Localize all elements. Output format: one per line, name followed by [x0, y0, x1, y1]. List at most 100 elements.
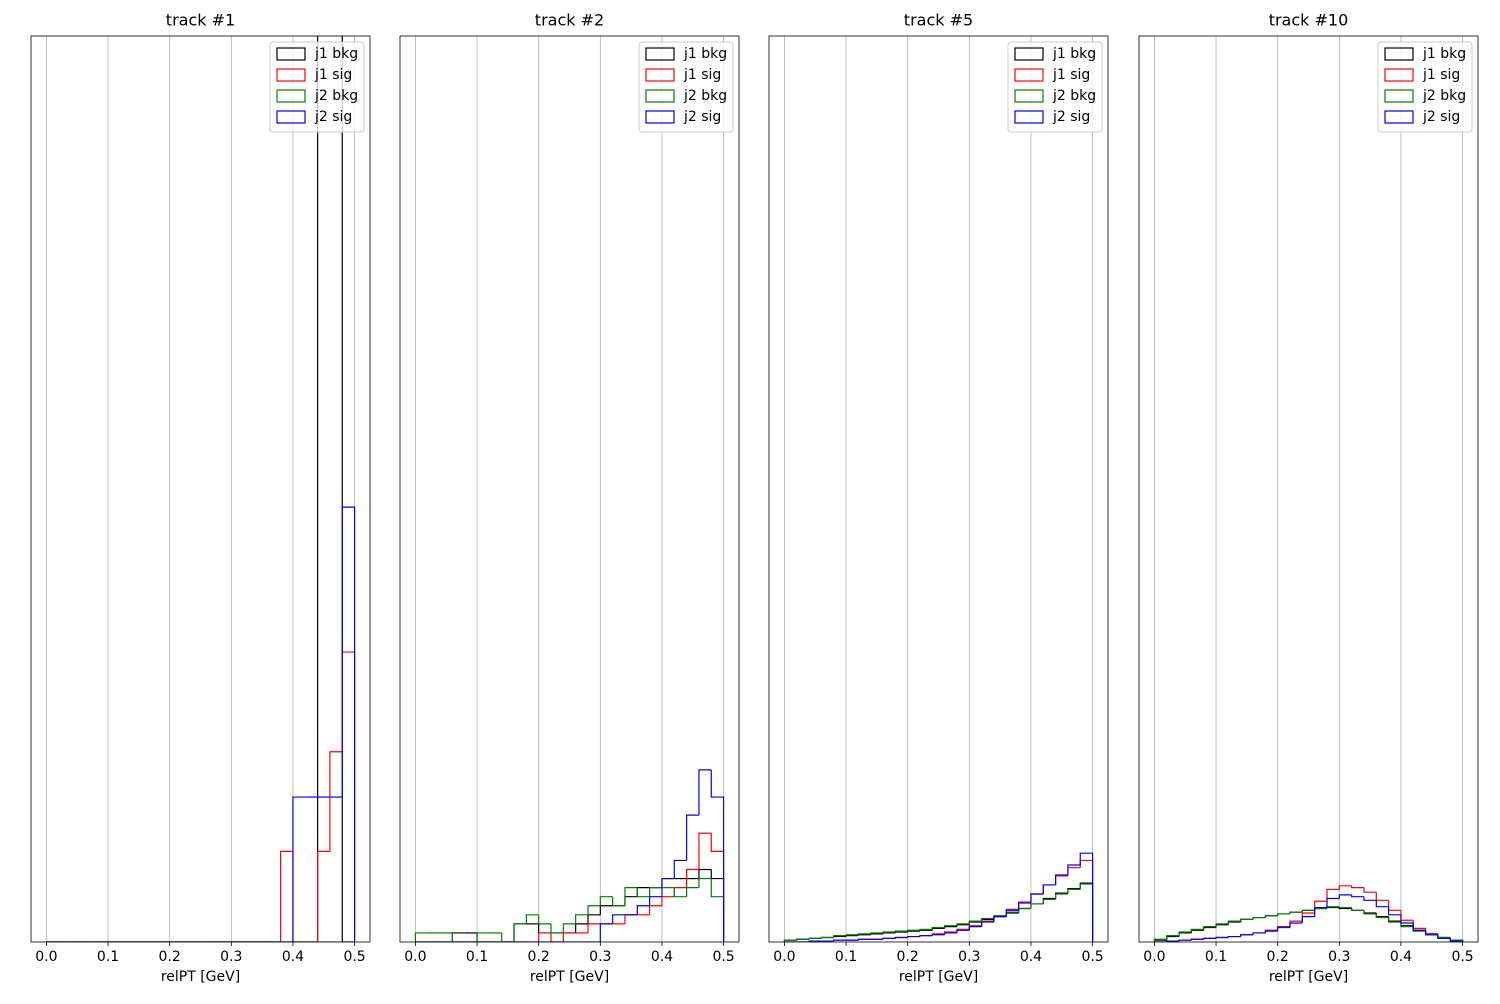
- histogram-bin: [649, 887, 662, 897]
- histogram-bin: [894, 936, 908, 939]
- legend-label: j1 bkg: [683, 46, 727, 62]
- legend-label: j2 sig: [683, 109, 721, 125]
- histogram-bin: [710, 878, 725, 942]
- histogram-bin: [894, 931, 908, 933]
- histogram-bin: [1079, 852, 1094, 942]
- histogram-bin: [1215, 936, 1229, 939]
- histogram-bin: [1005, 911, 1019, 916]
- histogram-bin: [1425, 930, 1438, 936]
- histogram-bin: [587, 923, 601, 933]
- histogram-bin: [931, 927, 945, 931]
- x-tick-label: 0.3: [1328, 949, 1350, 965]
- subplot: track #5 0.0 0.1 0.2 0.3 0.4 0.5 relPT [GeV] j1 …: [768, 11, 1109, 985]
- histogram-bin: [451, 932, 465, 942]
- histogram-bin: [1400, 914, 1414, 924]
- histogram-bin: [783, 939, 797, 942]
- histogram-bin: [1252, 916, 1266, 920]
- x-tick-label: 0.4: [282, 949, 304, 965]
- histogram-bin: [1314, 907, 1327, 911]
- histogram-bin: [1289, 920, 1303, 927]
- legend-swatch: [645, 110, 675, 124]
- histogram-bin: [476, 932, 490, 942]
- histogram-bin: [931, 926, 945, 930]
- histogram-bin: [1351, 885, 1364, 889]
- histogram-bin: [907, 935, 921, 938]
- histogram-bin: [919, 928, 933, 931]
- histogram-bin: [1203, 925, 1217, 930]
- legend-label: j2 sig: [1052, 109, 1090, 125]
- histogram-bin: [968, 921, 982, 925]
- histogram-bin: [820, 936, 834, 939]
- histogram-bin: [1388, 917, 1401, 923]
- histogram-bin: [1079, 882, 1094, 942]
- histogram-bin: [1412, 920, 1426, 930]
- histogram-bin: [1018, 907, 1031, 914]
- histogram-bin: [612, 896, 625, 907]
- histogram-bin: [1425, 928, 1438, 935]
- axes-frame: [768, 35, 1109, 943]
- legend-label: j1 bkg: [1052, 46, 1096, 62]
- histogram-bin: [1301, 909, 1315, 913]
- histogram-bin: [1215, 923, 1229, 927]
- histogram-bin: [710, 769, 725, 942]
- histogram-bin: [1030, 893, 1044, 904]
- histogram-bin: [1240, 934, 1254, 937]
- x-tick-label: 0.0: [404, 949, 426, 965]
- x-tick-label: 0.5: [343, 949, 365, 965]
- histogram-bin: [870, 933, 884, 935]
- panel-title: track #1: [166, 11, 235, 30]
- histogram-bin: [882, 932, 896, 934]
- histogram-bin: [599, 896, 613, 906]
- histogram-bin: [1215, 924, 1229, 928]
- histogram-bin: [1326, 888, 1340, 902]
- histogram-bin: [1005, 909, 1019, 917]
- axes-frame: [1138, 35, 1479, 943]
- histograms: [783, 852, 1094, 942]
- histogram-bin: [550, 932, 564, 942]
- histogram-bin: [1412, 922, 1426, 931]
- histogram-bin: [513, 923, 527, 942]
- legend-label: j2 sig: [1422, 109, 1460, 125]
- axes-frame: [30, 35, 371, 943]
- histogram-bin: [525, 914, 539, 924]
- x-tick-label: 0.2: [528, 949, 550, 965]
- legend-label: j1 bkg: [1422, 46, 1466, 62]
- histogram-bin: [673, 859, 687, 879]
- histogram-bin: [550, 923, 564, 934]
- histogram-bin: [587, 905, 601, 915]
- legend-swatch: [1014, 110, 1044, 124]
- legend-label: j1 sig: [314, 67, 352, 83]
- histogram-bin: [612, 914, 625, 924]
- histogram-bin: [1190, 928, 1204, 933]
- histogram-bin: [1178, 931, 1192, 936]
- histogram-bin: [1030, 903, 1044, 909]
- histogram-bin: [833, 939, 847, 942]
- histogram-bin: [1375, 892, 1389, 901]
- histogram-bin: [698, 877, 712, 888]
- histogram-bin: [451, 932, 465, 942]
- histogram-bin: [538, 914, 552, 925]
- histogram-bin: [1289, 922, 1303, 928]
- legend-label: j2 bkg: [1422, 88, 1466, 104]
- x-tick-label: 0.2: [1267, 949, 1289, 965]
- histogram-bin: [1388, 916, 1401, 922]
- histogram-bin: [1203, 937, 1217, 940]
- legend-swatch: [1384, 68, 1414, 82]
- histogram-bin: [673, 887, 687, 897]
- histogram-bin: [1252, 932, 1266, 935]
- histogram-bin: [292, 796, 306, 942]
- x-tick-label: 0.1: [97, 949, 119, 965]
- histogram-bin: [956, 924, 970, 927]
- legend-box: [638, 41, 734, 133]
- histogram-bin: [1375, 913, 1389, 918]
- legend-box: [1007, 41, 1103, 133]
- histogram-bin: [796, 938, 810, 941]
- histogram-bin: [1449, 938, 1464, 942]
- x-tick-label: 0.2: [159, 949, 181, 965]
- histogram-bin: [1314, 906, 1327, 917]
- histogram-bin: [624, 896, 638, 906]
- histogram-bin: [1030, 893, 1044, 903]
- x-tick-label: 0.2: [897, 949, 919, 965]
- histograms: [414, 769, 725, 942]
- histograms: [46, 36, 356, 942]
